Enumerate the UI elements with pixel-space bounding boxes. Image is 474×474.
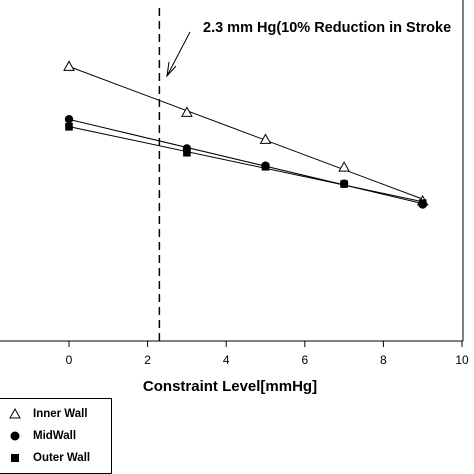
- arrow-head: [166, 61, 177, 78]
- data-point-outer-wall: [261, 162, 270, 171]
- x-tick-label: 4: [223, 353, 230, 367]
- data-point-inner-wall: [181, 106, 193, 117]
- legend-label: MidWall: [33, 430, 77, 442]
- fit-line: [68, 66, 423, 200]
- fit-lines: [68, 66, 423, 205]
- legend-label: Outer Wall: [33, 452, 91, 464]
- legend: Inner Wall MidWall Outer Wall: [0, 398, 112, 474]
- fit-line: [68, 126, 423, 203]
- data-point-inner-wall: [259, 133, 272, 144]
- legend-item-midwall: MidWall: [8, 427, 76, 445]
- x-tick-label: 10: [455, 353, 469, 367]
- data-point-midwall: [64, 115, 74, 124]
- legend-item-outer-wall: Outer Wall: [8, 449, 90, 467]
- data-point-inner-wall: [63, 60, 75, 71]
- legend-item-inner-wall: Inner Wall: [8, 405, 88, 423]
- x-ticks: 0 2 4 6 8 10: [66, 341, 469, 367]
- data-point-outer-wall: [65, 123, 73, 131]
- chart-axes: [0, 0, 464, 342]
- x-tick-label: 0: [66, 353, 73, 367]
- circle-filled-icon: [8, 429, 22, 443]
- reference-line: [158, 8, 191, 341]
- x-axis-label: Constraint Level[mmHg]: [142, 378, 318, 395]
- legend-label: Inner Wall: [33, 408, 88, 420]
- x-tick-label: 8: [380, 353, 387, 367]
- square-filled-icon: [8, 451, 22, 465]
- data-point-outer-wall: [340, 180, 348, 188]
- x-tick-label: 6: [301, 353, 308, 367]
- data-point-inner-wall: [338, 161, 350, 172]
- x-tick-label: 2: [144, 353, 151, 367]
- triangle-open-icon: [8, 407, 22, 421]
- data-point-outer-wall: [183, 148, 191, 157]
- data-markers: [63, 60, 429, 209]
- data-point-outer-wall: [418, 199, 427, 207]
- arrow-shaft: [166, 31, 191, 77]
- annotation-text: 2.3 mm Hg(10% Reduction in Stroke: [203, 20, 452, 36]
